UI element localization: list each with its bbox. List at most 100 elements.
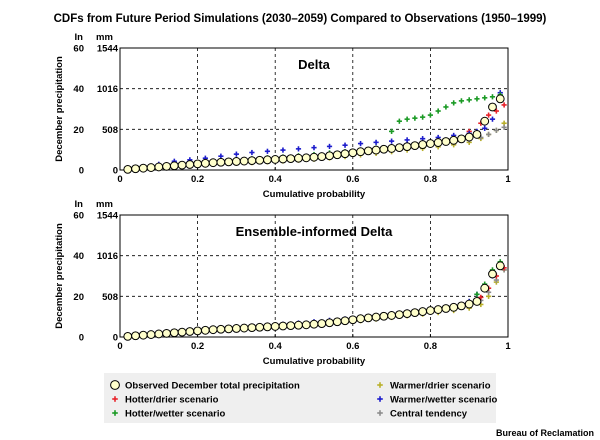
data-point-observed — [239, 323, 249, 333]
data-point-observed — [340, 316, 350, 326]
data-point-observed — [270, 322, 280, 331]
data-point-observed — [457, 134, 466, 144]
legend-marker-warmer-drier — [377, 382, 383, 388]
plot-area — [119, 214, 509, 338]
data-point-observed — [200, 325, 210, 335]
data-point-observed — [410, 141, 420, 151]
y-tick-label-in: 60 — [73, 44, 84, 55]
data-point-observed — [363, 146, 373, 156]
data-point-observed — [426, 306, 435, 315]
data-point-observed — [433, 305, 443, 314]
y-tick-label-in: 0 — [79, 166, 84, 177]
y-tick-label-mm: 1544 — [97, 44, 119, 55]
data-point-observed — [402, 142, 412, 152]
data-point-observed — [154, 329, 164, 339]
y-tick-label-in: 60 — [73, 211, 84, 222]
y-unit-mm: mm — [96, 199, 113, 210]
data-point-observed — [325, 318, 334, 328]
data-point-observed — [286, 154, 296, 164]
data-point-observed — [379, 144, 389, 154]
data-point-observed — [309, 319, 319, 329]
data-point-observed — [185, 327, 195, 336]
data-point-observed — [387, 144, 397, 153]
data-point-observed — [301, 320, 311, 330]
panel-label: Ensemble-informed Delta — [236, 224, 394, 239]
x-tick-label: 0.4 — [269, 341, 283, 352]
x-axis-label: Cumulative probability — [263, 356, 366, 367]
y-axis-label: December precipitation — [54, 56, 65, 162]
x-axis-label: Cumulative probability — [263, 189, 366, 200]
data-point-hotter-wetter — [427, 112, 433, 118]
data-point-observed — [263, 155, 272, 165]
data-point-warmer-wetter — [233, 151, 239, 157]
x-tick-label: 0.2 — [191, 341, 204, 352]
data-point-hotter-drier — [493, 108, 499, 114]
data-point-observed — [309, 152, 319, 162]
data-point-warmer-wetter — [311, 145, 317, 151]
y-unit-inches: In — [75, 32, 84, 43]
legend-marker-hotter-wetter — [112, 410, 118, 416]
data-point-observed — [255, 322, 265, 332]
data-point-hotter-drier — [478, 294, 484, 300]
series-observed — [123, 94, 505, 174]
data-point-observed — [441, 137, 451, 146]
data-point-hotter-drier — [486, 112, 492, 118]
y-tick-label-mm: 1016 — [97, 251, 118, 262]
y-tick-label-in: 40 — [73, 251, 84, 262]
gridlines — [120, 215, 508, 337]
data-point-hotter-wetter — [474, 291, 480, 297]
data-point-hotter-wetter — [435, 108, 441, 114]
y-tick-label-mm: 0 — [113, 166, 118, 177]
gridlines — [120, 48, 508, 170]
x-tick-label: 0 — [117, 341, 122, 352]
data-point-observed — [169, 328, 179, 338]
data-point-observed — [356, 314, 365, 324]
data-point-observed — [402, 309, 412, 319]
data-point-observed — [185, 160, 195, 169]
data-point-observed — [363, 313, 373, 323]
y-tick-label-in: 40 — [73, 84, 84, 95]
legend-entry-warmer-drier: Warmer/drier scenario — [377, 381, 491, 392]
legend-entry-central-tendency: Central tendency — [377, 409, 468, 420]
x-tick-label: 0.8 — [424, 341, 437, 352]
y-tick-label-in: 20 — [73, 125, 84, 136]
data-point-observed — [278, 154, 288, 164]
data-point-observed — [426, 139, 435, 148]
legend-marker-observed — [110, 380, 120, 390]
data-point-observed — [154, 162, 164, 172]
legend-entry-hotter-drier: Hotter/drier scenario — [112, 395, 219, 406]
data-point-observed — [356, 147, 365, 157]
panel-label: Delta — [298, 57, 331, 72]
data-point-observed — [348, 148, 358, 158]
x-tick-label: 0.4 — [269, 174, 283, 185]
data-point-observed — [286, 321, 296, 331]
data-point-observed — [294, 320, 303, 330]
data-point-observed — [418, 307, 428, 316]
data-point-observed — [495, 94, 505, 104]
data-point-warmer-wetter — [280, 147, 286, 153]
x-tick-label: 0 — [117, 174, 122, 185]
data-point-hotter-wetter — [389, 128, 395, 134]
y-unit-inches: In — [75, 199, 84, 210]
data-point-warmer-wetter — [295, 146, 302, 152]
data-point-observed — [495, 261, 505, 271]
legend-marker-hotter-drier — [112, 396, 118, 402]
data-point-observed — [464, 132, 474, 142]
data-point-observed — [247, 323, 257, 333]
data-point-observed — [162, 328, 171, 338]
legend-label: Hotter/drier scenario — [125, 395, 219, 406]
data-point-observed — [449, 302, 459, 312]
legend-marker-warmer-wetter — [377, 396, 383, 402]
data-point-observed — [177, 327, 187, 337]
data-point-observed — [464, 299, 474, 309]
data-point-observed — [193, 326, 203, 336]
data-point-observed — [371, 312, 381, 322]
x-tick-label: 0.2 — [191, 174, 204, 185]
data-point-hotter-wetter — [482, 95, 488, 101]
data-point-observed — [216, 324, 226, 334]
data-point-observed — [472, 297, 482, 306]
data-point-observed — [232, 324, 241, 333]
data-point-observed — [394, 143, 404, 153]
